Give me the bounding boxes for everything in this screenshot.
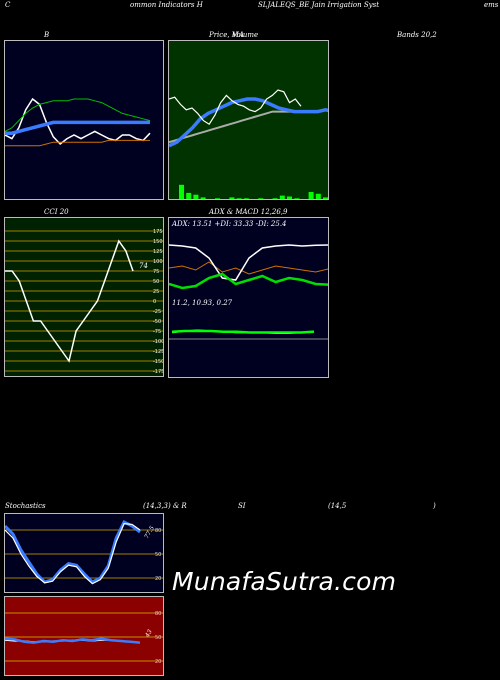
cci-tick-label: -175 [153,369,164,375]
rsi-panel: 80 50 20 43 [4,596,164,676]
cci-tick-label: -150 [153,359,164,365]
macd-values: 11.2, 10.93, 0.27 [172,299,233,307]
adx-macd-label: ADX & MACD 12,26,9 [209,208,288,216]
rsi-tick-label: 20 [155,659,161,665]
stoch-k-series-0 [5,519,141,584]
price-panel [168,40,329,200]
cci-series-0 [5,239,134,363]
rsi-tick-label: 50 [155,635,161,641]
rsi-series-0 [5,637,141,644]
stoch-label: Stochastics [5,502,46,510]
price-chart [169,89,328,200]
bollinger-series-1 [5,98,151,132]
cci-tick-label: 0 [153,299,156,305]
volume-bar [193,194,199,199]
cci-tick-label: 100 [153,259,163,265]
stoch-panel: 80 50 20 77.5 [4,513,164,593]
cci-panel: 175 150 125 100 75 50 25 0 -25 -50 -75 -100 -125 -150… [4,217,164,377]
stoch-tick-label: 20 [155,576,161,582]
volume-bar [315,193,321,199]
cci-tick-label: 50 [153,279,159,285]
volume-bar [279,195,285,199]
cci-tick-label: 175 [153,229,163,235]
volume-bar [272,198,278,199]
stoch-params: (14,3,3) & R [143,502,187,510]
volume-bar [208,199,213,200]
volume-bar [258,198,264,199]
cci-tick-label: -25 [153,309,161,315]
adx-plus-series-0 [169,272,328,290]
volume-bar [287,196,292,199]
cci-tick-label: -75 [153,329,161,335]
adx-series-0 [169,244,328,281]
volume-bar [215,198,220,199]
stoch-tick-label: 80 [155,528,161,534]
rsi-close: ) [433,502,436,510]
volume-bar [265,199,270,200]
stoch-chart: 80 50 20 [5,519,163,585]
cci-tick-label: 150 [153,239,163,245]
price-label: Price, MA [209,31,245,39]
adx-macd-chart [169,244,328,340]
rsi-chart: 80 50 20 [5,611,163,665]
header-left: C [5,1,11,9]
volume-bar [222,199,227,200]
rsi-params: (14,5 [328,502,347,510]
stoch-si: SI [238,502,246,510]
volume-bar [200,197,206,199]
rsi-tick-label: 80 [155,611,161,617]
volume-label: Volume [232,31,259,39]
stoch-d-series-0 [5,522,141,585]
cci-chart: 175 150 125 100 75 50 25 0 -25 -50 -75 -100 -125 -150… [5,229,164,375]
volume-bar [179,184,184,199]
cci-tick-label: -50 [153,319,161,325]
volume-bar [301,199,306,200]
adx-minus-series-0 [169,261,328,275]
bollinger-chart [5,97,151,147]
volume-bar [308,192,314,199]
bollinger-series-3 [5,139,150,147]
bollinger-series-0 [5,97,151,146]
stoch-tick-label: 50 [155,552,161,558]
bands-label: Bands 20,2 [397,31,437,39]
volume-bar [229,197,235,199]
bollinger-label: B [44,31,50,39]
cci-tick-label: -125 [153,349,164,355]
adx-macd-panel: ADX: 13.51 +DI: 33.33 -DI: 25.4 11.2, 10… [168,217,329,378]
cci-label: CCI 20 [44,208,69,216]
volume-bar [243,198,249,199]
cci-current-value: 74 [139,262,148,270]
watermark: MunafaSutra.com [172,567,397,596]
cci-tick-label: -100 [153,339,164,345]
header-mid1: ommon Indicators H [130,1,203,9]
volume-bar [323,197,328,199]
price-close-series-0 [169,89,302,126]
volume-bar [251,199,256,200]
bollinger-series-2 [5,120,150,135]
bollinger-panel [4,40,164,200]
adx-values: ADX: 13.51 +DI: 33.33 -DI: 25.4 [172,220,287,228]
volume-bar [236,198,242,199]
price-ma-slow-series-0 [169,110,309,144]
cci-tick-label: 25 [153,289,159,295]
cci-tick-label: 125 [153,249,163,255]
macd-series-1 [171,329,315,334]
volume-bar [186,192,192,199]
volume-bar [294,198,300,199]
header-right: ems l [484,1,500,9]
cci-tick-label: 75 [153,269,159,275]
price-ma-series-0 [169,97,328,148]
header-mid2: SLJALEQS_BE Jain Irrigation Syst [258,1,380,9]
